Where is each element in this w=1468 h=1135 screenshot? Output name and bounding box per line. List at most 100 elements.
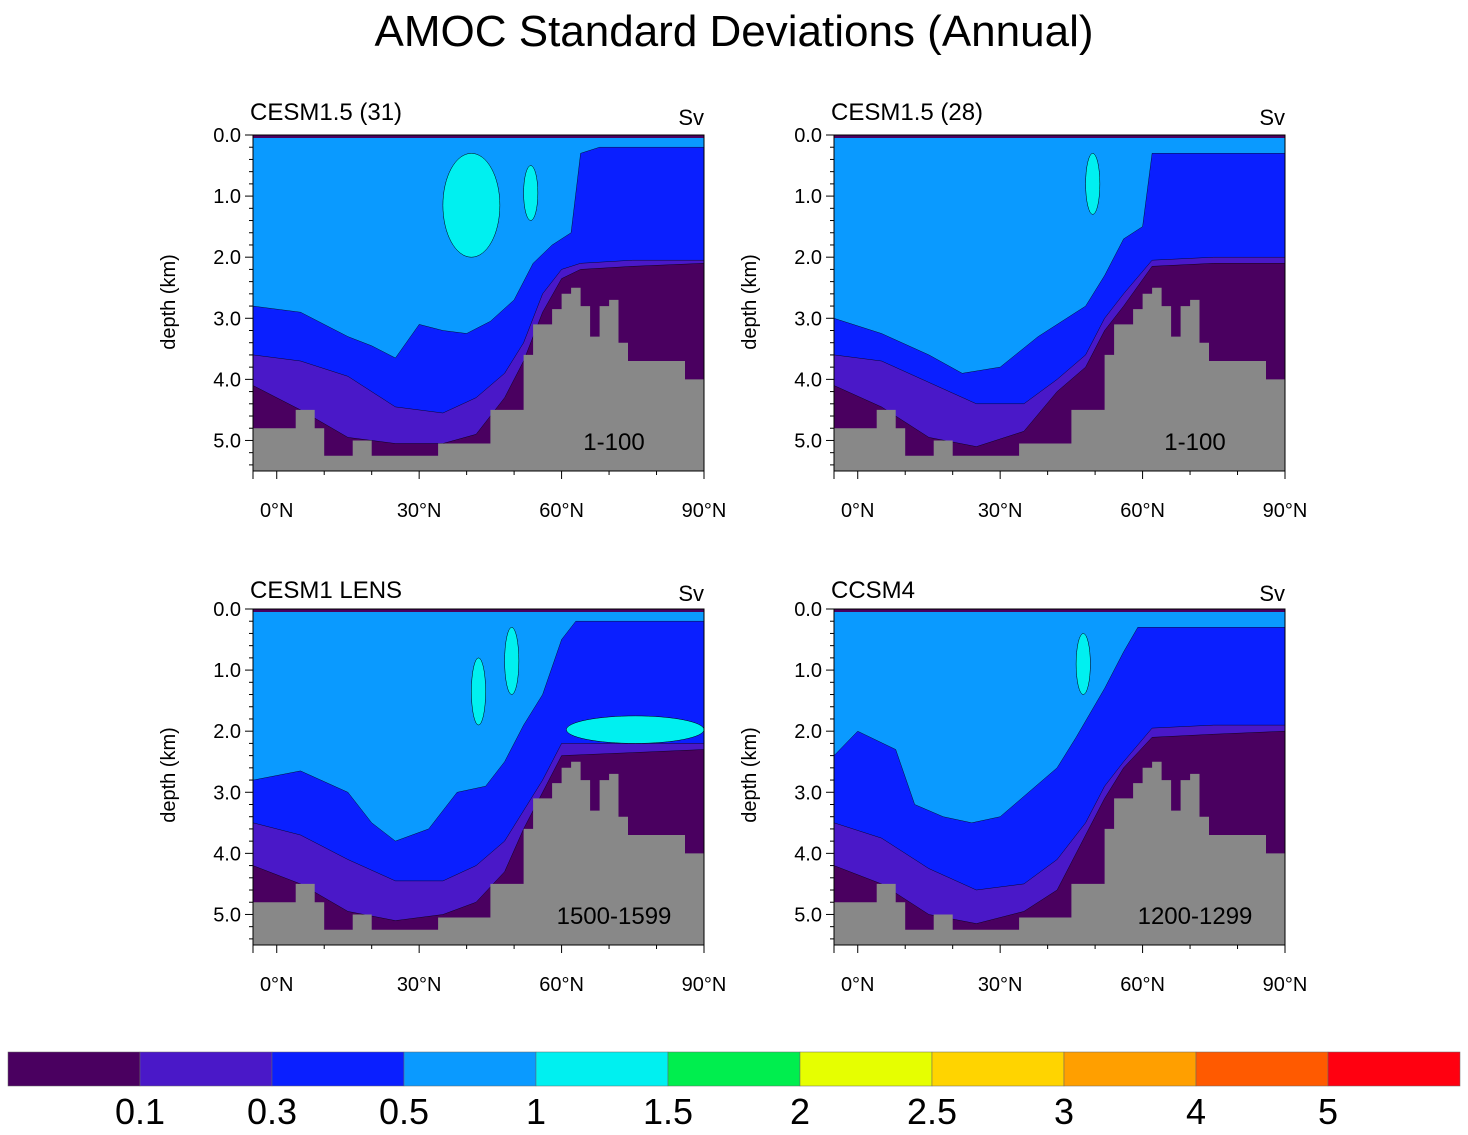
y-tick-label: 1.0: [794, 186, 822, 208]
x-tick-label: 60°N: [1120, 500, 1165, 522]
x-tick-label: 90°N: [682, 974, 727, 996]
colorbar-swatch: [667, 1051, 801, 1087]
figure-title: AMOC Standard Deviations (Annual): [375, 7, 1094, 56]
y-tick-label: 5.0: [794, 904, 822, 926]
y-tick-label: 0.0: [794, 599, 822, 621]
y-tick-label: 4.0: [794, 369, 822, 391]
period-label: 1-100: [1164, 429, 1225, 456]
x-tick-label: 30°N: [978, 500, 1023, 522]
y-axis-label: depth (km): [158, 727, 180, 823]
colorbar: 0.1 0.3 0.5 1 1.5 2 2.5 3 4 5: [7, 1051, 1461, 1132]
surface-strip: [253, 609, 704, 612]
y-tick-label: 5.0: [213, 430, 241, 452]
contour-plot: [252, 134, 705, 472]
colorbar-label: 1.5: [643, 1091, 693, 1132]
x-tick-label: 30°N: [397, 500, 442, 522]
y-tick-label: 2.0: [213, 247, 241, 269]
y-tick-label: 2.0: [794, 247, 822, 269]
colorbar-swatch: [1063, 1051, 1197, 1087]
y-axis-label: depth (km): [158, 254, 180, 350]
y-axis-label: depth (km): [739, 254, 761, 350]
y-tick-label: 1.0: [213, 660, 241, 682]
colorbar-swatch: [1327, 1051, 1461, 1087]
colorbar-label: 4: [1186, 1091, 1206, 1132]
surface-strip: [834, 609, 1285, 612]
panel-title: CESM1.5 (31): [250, 99, 402, 126]
colorbar-swatch: [139, 1051, 273, 1087]
x-tick-label: 30°N: [978, 974, 1023, 996]
contour-plot: [833, 134, 1286, 472]
colorbar-label: 3: [1054, 1091, 1074, 1132]
y-tick-label: 3.0: [794, 782, 822, 804]
bathymetry: [253, 761, 704, 945]
y-axis-label: depth (km): [739, 727, 761, 823]
x-tick-label: 60°N: [539, 500, 584, 522]
colorbar-swatch: [535, 1051, 669, 1087]
y-tick-label: 4.0: [213, 843, 241, 865]
y-tick-label: 0.0: [213, 599, 241, 621]
x-tick-label: 0°N: [841, 500, 875, 522]
colorbar-label: 0.3: [247, 1091, 297, 1132]
contour-plot: [252, 608, 705, 946]
x-tick-label: 60°N: [1120, 974, 1165, 996]
panel-ccsm4: CCSM4 Sv depth (km) 1200-1299 0.0 1.0 2.0 3…: [739, 577, 1307, 996]
units-label: Sv: [1259, 105, 1285, 130]
y-tick-label: 3.0: [213, 782, 241, 804]
colorbar-label: 5: [1318, 1091, 1338, 1132]
y-tick-label: 4.0: [794, 843, 822, 865]
band-level-1-1.5: [442, 153, 501, 258]
y-tick-label: 3.0: [794, 308, 822, 330]
period-label: 1500-1599: [557, 903, 672, 930]
band-level-1-1.5: [1075, 633, 1091, 695]
period-label: 1-100: [583, 429, 644, 456]
plot-frame: [252, 134, 705, 472]
y-tick-label: 5.0: [794, 430, 822, 452]
band-level-1-1.5: [566, 715, 705, 744]
band-level-1-1.5: [504, 627, 520, 695]
bathymetry: [834, 287, 1285, 471]
panel-title: CESM1.5 (28): [831, 99, 983, 126]
x-tick-label: 60°N: [539, 974, 584, 996]
plot-frame: [252, 608, 705, 946]
y-tick-label: 3.0: [213, 308, 241, 330]
colorbar-swatch: [271, 1051, 405, 1087]
colorbar-label: 0.1: [115, 1091, 165, 1132]
panel-cesm1-lens: CESM1 LENS Sv depth (km) 1500-1599 0.0 1.…: [158, 577, 726, 996]
x-tick-label: 90°N: [1263, 974, 1308, 996]
bathymetry: [834, 761, 1285, 945]
y-tick-label: 5.0: [213, 904, 241, 926]
x-tick-label: 0°N: [260, 500, 294, 522]
band-level-1-1.5: [1085, 153, 1101, 215]
panel-cesm15-31: CESM1.5 (31) Sv depth (km) 1-100 0.0 1.0 2…: [158, 99, 726, 522]
panel-title: CCSM4: [831, 577, 915, 604]
plot-frame: [833, 134, 1286, 472]
units-label: Sv: [678, 105, 704, 130]
surface-strip: [834, 135, 1285, 138]
panel-cesm15-28: CESM1.5 (28) Sv depth (km) 1-100 0.0 1.0 2…: [739, 99, 1307, 522]
colorbar-swatch: [799, 1051, 933, 1087]
y-tick-label: 2.0: [794, 721, 822, 743]
band-level-1-1.5: [471, 657, 486, 726]
colorbar-swatch: [1195, 1051, 1329, 1087]
colorbar-label: 2.5: [907, 1091, 957, 1132]
band-level-0.5-1: [833, 134, 1286, 374]
colorbar-label: 0.5: [379, 1091, 429, 1132]
x-tick-label: 0°N: [841, 974, 875, 996]
y-tick-label: 4.0: [213, 369, 241, 391]
bathymetry: [253, 287, 704, 471]
x-tick-label: 0°N: [260, 974, 294, 996]
band-level-0.5-1: [833, 608, 1286, 824]
colorbar-swatch: [403, 1051, 537, 1087]
colorbar-swatch: [7, 1051, 141, 1087]
plot-frame: [833, 608, 1286, 946]
y-tick-label: 0.0: [794, 125, 822, 147]
colorbar-label: 1: [526, 1091, 546, 1132]
colorbar-swatch: [931, 1051, 1065, 1087]
band-level-1-1.5: [523, 165, 539, 221]
y-tick-label: 1.0: [794, 660, 822, 682]
x-tick-label: 30°N: [397, 974, 442, 996]
period-label: 1200-1299: [1138, 903, 1253, 930]
y-tick-label: 2.0: [213, 721, 241, 743]
units-label: Sv: [1259, 581, 1285, 606]
x-tick-label: 90°N: [1263, 500, 1308, 522]
